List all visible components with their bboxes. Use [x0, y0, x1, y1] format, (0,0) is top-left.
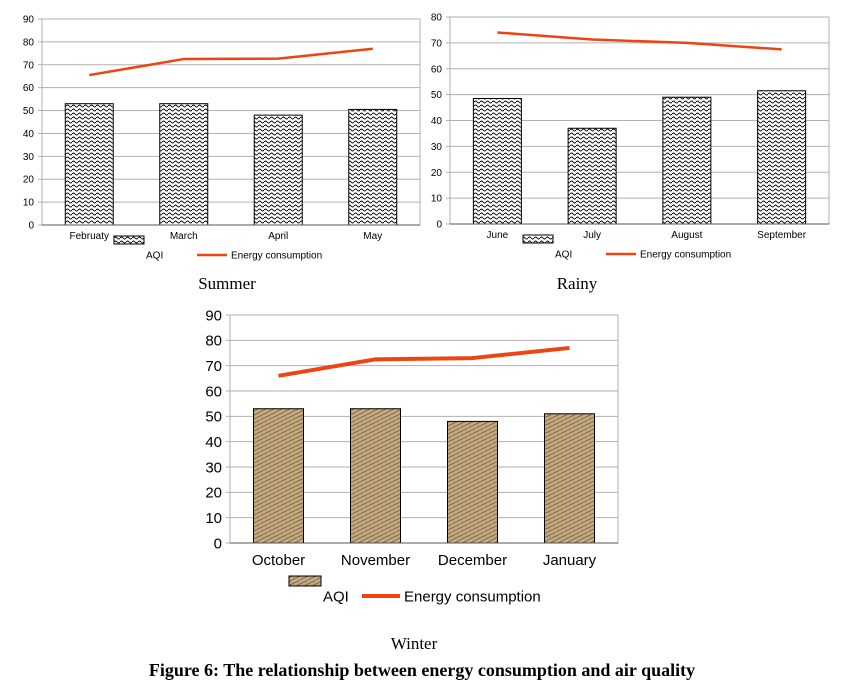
x-tick-label: Februaty [70, 231, 109, 242]
x-tick-label: January [543, 552, 597, 569]
y-tick-label: 70 [23, 60, 35, 71]
x-tick-label: September [757, 230, 807, 241]
aqi-bar [159, 103, 209, 226]
summer-chart: 0 10 20 30 40 50 60 70 80 90 Februaty March April May… [23, 15, 421, 262]
aqi-bar [447, 420, 498, 544]
legend-aqi-swatch [113, 235, 145, 245]
x-tick-label: April [268, 231, 288, 242]
y-tick-label: 10 [431, 194, 443, 205]
energy-line [89, 47, 373, 77]
x-tick-label: May [363, 231, 382, 242]
y-tick-label: 10 [23, 198, 35, 209]
winter-panel-label: Winter [390, 634, 438, 653]
y-tick-label: 50 [205, 409, 222, 426]
legend-energy-label: Energy consumption [404, 588, 541, 605]
figure-caption: Figure 6: The relationship between energ… [148, 660, 696, 680]
y-tick-label: 40 [23, 129, 35, 140]
x-tick-label: March [170, 231, 198, 242]
aqi-bar [253, 408, 304, 544]
winter-chart: 0 10 20 30 40 50 60 70 80 90 October November Decemb… [205, 307, 619, 605]
energy-line [497, 31, 782, 51]
x-tick-label: December [438, 552, 507, 569]
y-tick-label: 20 [23, 175, 35, 186]
y-tick-label: 60 [23, 83, 35, 94]
energy-line [278, 345, 570, 378]
y-tick-label: 10 [205, 510, 222, 527]
x-tick-label: October [252, 552, 305, 569]
aqi-bar [253, 114, 303, 226]
y-tick-label: 90 [205, 307, 222, 324]
legend-aqi-label: AQI [323, 588, 349, 605]
y-tick-label: 20 [205, 485, 222, 502]
legend-energy-label: Energy consumption [640, 250, 731, 261]
y-tick-label: 30 [23, 152, 35, 163]
aqi-bar [567, 127, 617, 225]
rainy-chart: 0 10 20 30 40 50 60 70 80 June July August September… [431, 13, 830, 261]
y-tick-label: 80 [23, 37, 35, 48]
legend-aqi-label: AQI [555, 250, 572, 261]
y-tick-label: 40 [205, 434, 222, 451]
aqi-bar [64, 103, 114, 226]
y-tick-label: 50 [23, 106, 35, 117]
y-tick-label: 60 [205, 383, 222, 400]
aqi-bar [348, 108, 398, 226]
y-tick-label: 30 [205, 459, 222, 476]
y-tick-label: 0 [28, 221, 34, 232]
rainy-panel-label: Rainy [556, 274, 598, 293]
y-tick-label: 20 [431, 168, 443, 179]
y-tick-label: 0 [214, 535, 222, 552]
legend-aqi-swatch [288, 575, 322, 587]
y-tick-label: 60 [431, 64, 443, 75]
y-tick-label: 0 [436, 220, 442, 231]
y-tick-label: 80 [205, 333, 222, 350]
aqi-bar [662, 96, 712, 225]
aqi-bar [544, 413, 595, 544]
x-tick-label: July [583, 230, 601, 241]
aqi-bar [757, 90, 807, 225]
aqi-bar [350, 408, 401, 544]
summer-panel-label: Summer [198, 274, 256, 293]
x-tick-label: November [341, 552, 410, 569]
legend-energy-label: Energy consumption [231, 251, 322, 262]
legend-aqi-label: AQI [146, 251, 163, 262]
y-tick-label: 70 [205, 358, 222, 375]
y-tick-label: 80 [431, 13, 443, 24]
y-tick-label: 30 [431, 142, 443, 153]
aqi-bar [472, 98, 522, 225]
y-tick-label: 40 [431, 116, 443, 127]
y-tick-label: 50 [431, 90, 443, 101]
y-tick-label: 90 [23, 15, 35, 26]
x-tick-label: August [671, 230, 702, 241]
x-tick-label: June [487, 230, 509, 241]
y-tick-label: 70 [431, 38, 443, 49]
legend-aqi-swatch [522, 234, 554, 244]
